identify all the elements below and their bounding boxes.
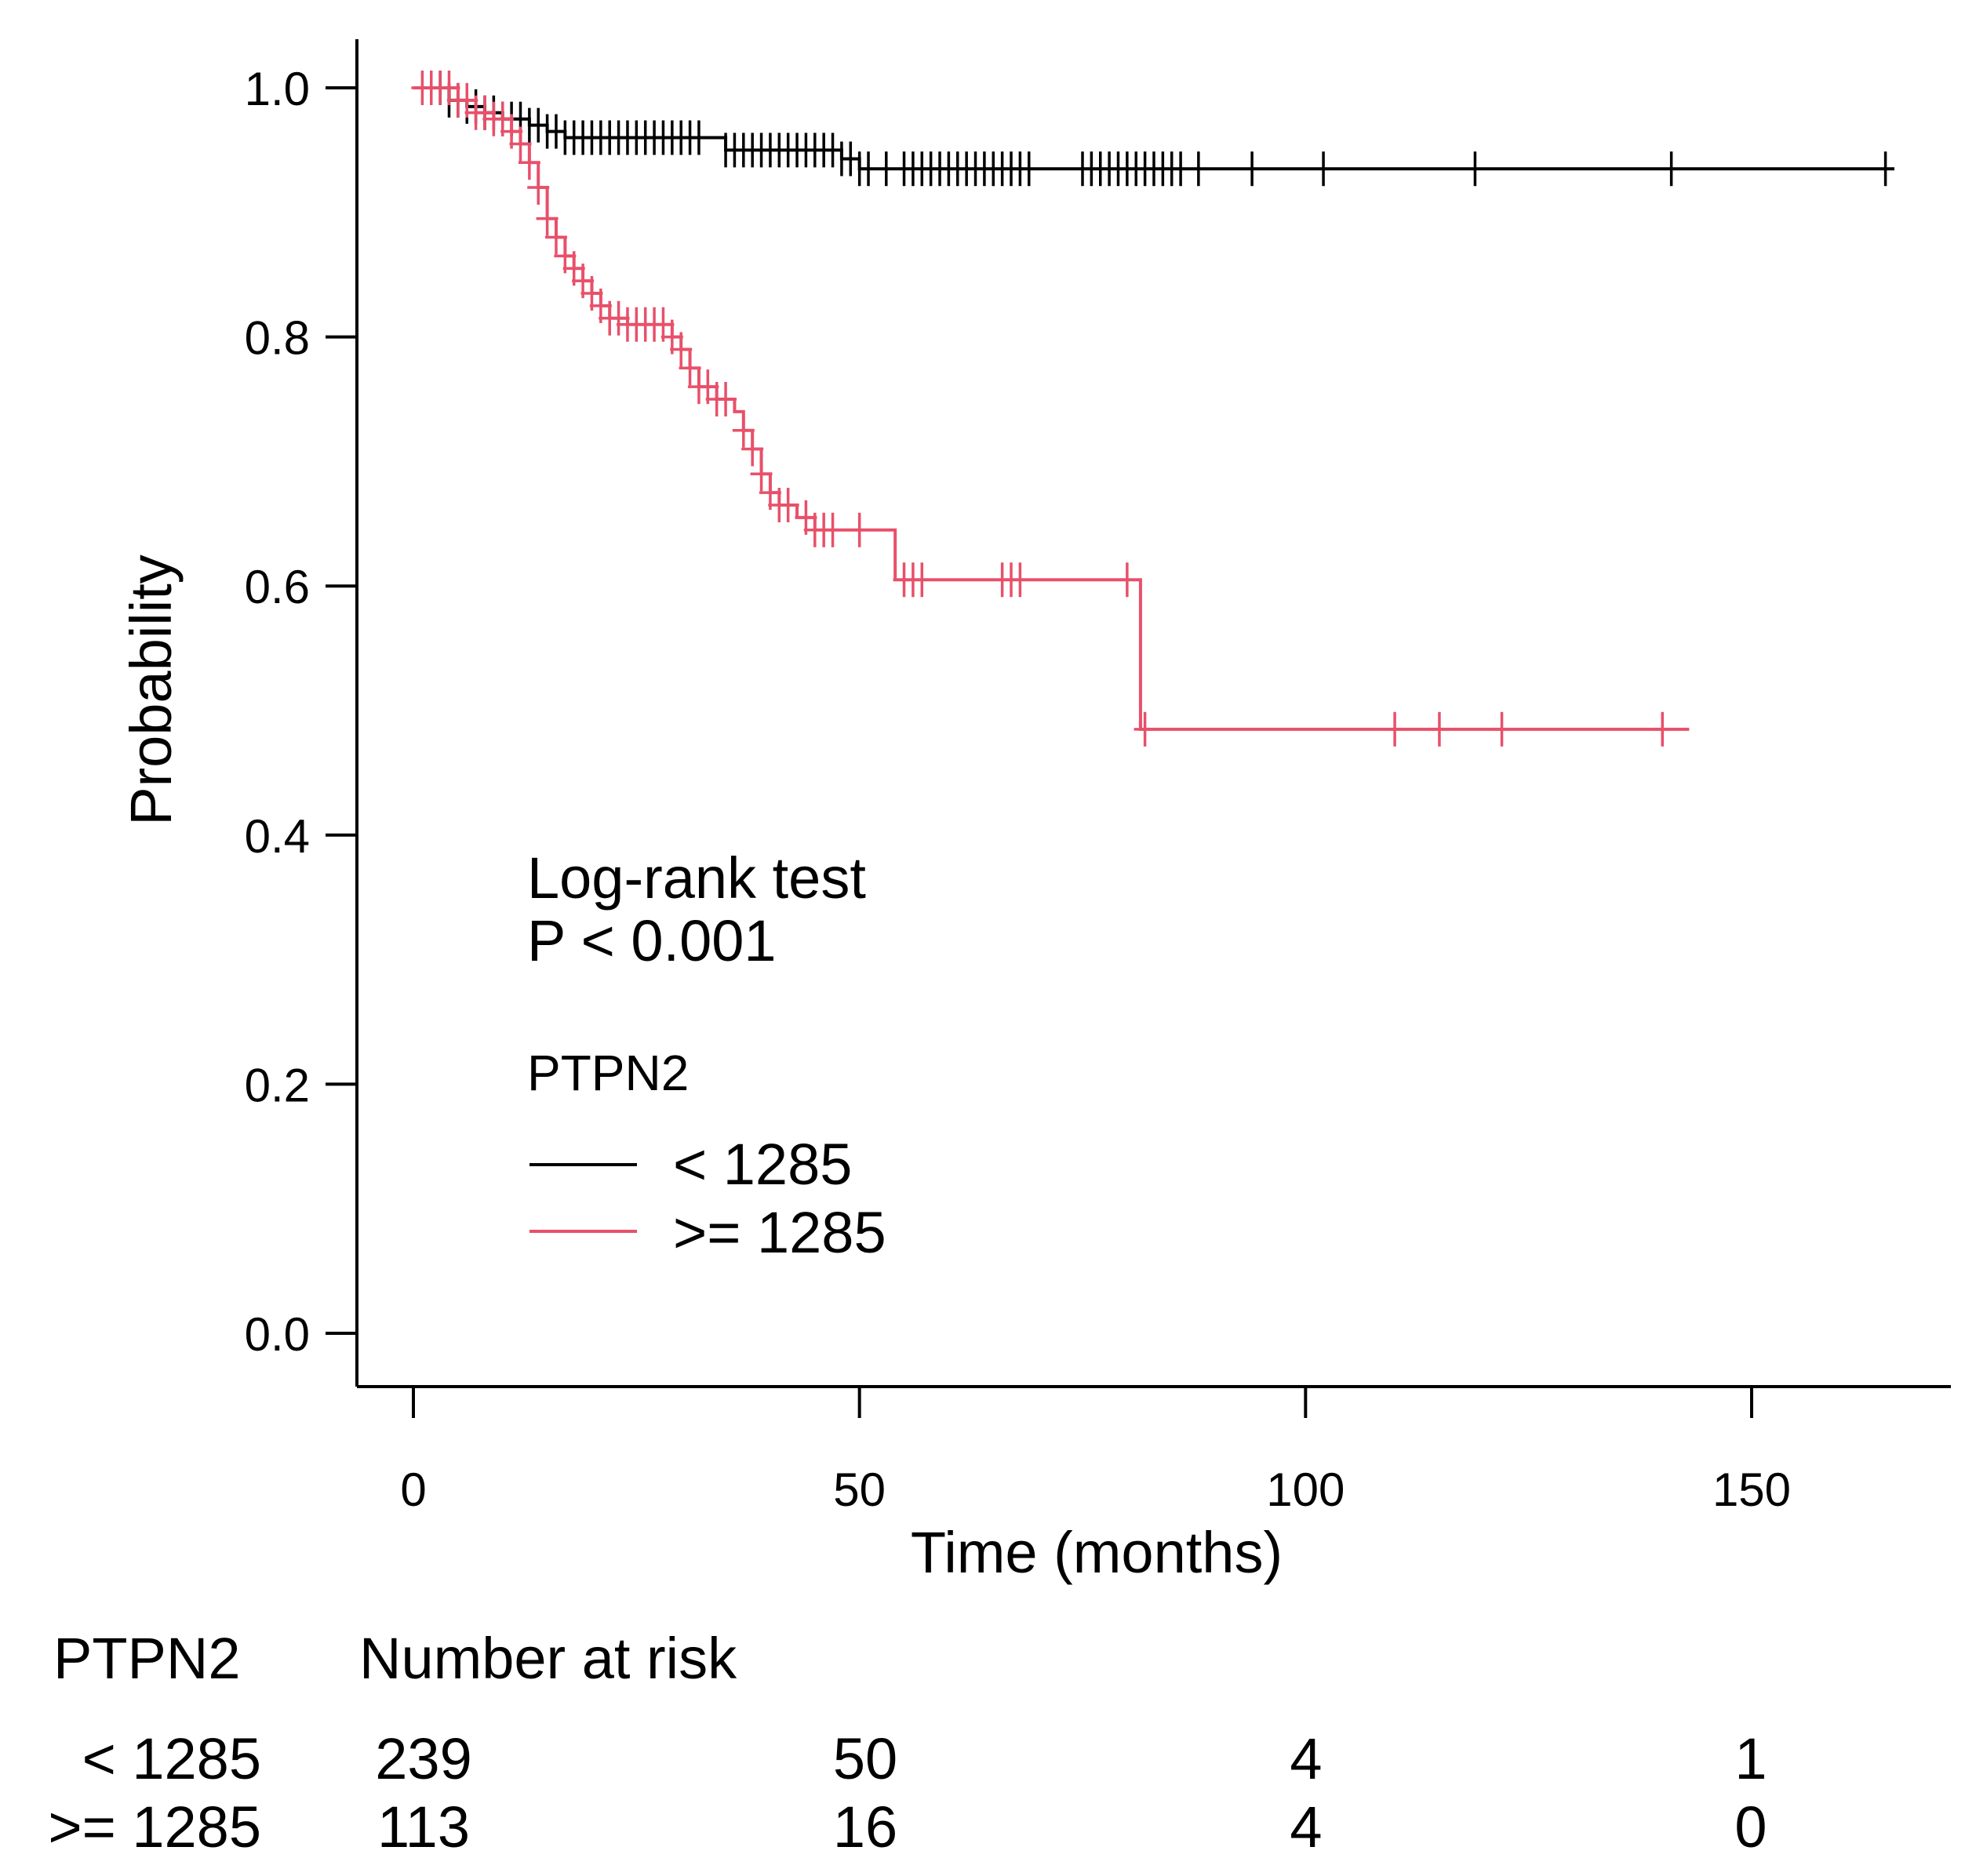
x-ticks: 0 50 100 150 (400, 1387, 1791, 1516)
y-ticks: 0.0 0.2 0.4 0.6 0.8 1.0 (245, 63, 357, 1361)
risk-count-low-t100: 4 (1290, 1726, 1322, 1791)
risk-count-low-t150: 1 (1734, 1726, 1767, 1791)
risk-count-low-t50: 50 (833, 1726, 897, 1791)
risk-count-high-t150: 0 (1734, 1794, 1767, 1860)
risk-table: PTPN2 Number at risk < 1285 >= 1285 239 … (48, 1626, 1767, 1860)
series-high (411, 71, 1690, 747)
x-tick-label: 150 (1712, 1463, 1791, 1516)
y-tick-label: 0.0 (245, 1308, 310, 1361)
y-tick-label: 0.4 (245, 810, 310, 863)
legend-title: PTPN2 (527, 1045, 689, 1101)
y-tick-label: 0.2 (245, 1059, 310, 1111)
y-tick-label: 0.8 (245, 312, 310, 365)
x-tick-label: 100 (1266, 1463, 1345, 1516)
risk-row-label-low: < 1285 (82, 1726, 261, 1791)
y-tick-label: 0.6 (245, 561, 310, 613)
risk-count-high-t0: 113 (377, 1794, 470, 1860)
survival-curves (411, 71, 1894, 747)
x-axis-title: Time (months) (911, 1520, 1283, 1585)
x-tick-label: 0 (400, 1463, 426, 1516)
risk-table-group-header: PTPN2 (53, 1626, 241, 1691)
logrank-test-label: Log-rank test (527, 845, 866, 911)
legend-label-low: < 1285 (673, 1132, 852, 1197)
x-tick-label: 50 (833, 1463, 886, 1516)
risk-count-high-t50: 16 (833, 1794, 897, 1860)
risk-count-low-t0: 239 (375, 1726, 471, 1791)
risk-row-label-high: >= 1285 (48, 1794, 261, 1860)
risk-count-high-t100: 4 (1290, 1794, 1322, 1860)
legend-label-high: >= 1285 (673, 1200, 886, 1265)
km-step-line (413, 86, 1690, 731)
axes: 0.0 0.2 0.4 0.6 0.8 1.0 0 50 100 150 (245, 39, 1951, 1516)
y-axis-title: Probability (118, 554, 184, 826)
risk-table-title: Number at risk (359, 1626, 737, 1691)
legend: PTPN2 < 1285 >= 1285 (527, 1045, 886, 1265)
series-low (413, 71, 1894, 187)
y-tick-label: 1.0 (245, 63, 310, 115)
p-value-label: P < 0.001 (527, 908, 777, 973)
